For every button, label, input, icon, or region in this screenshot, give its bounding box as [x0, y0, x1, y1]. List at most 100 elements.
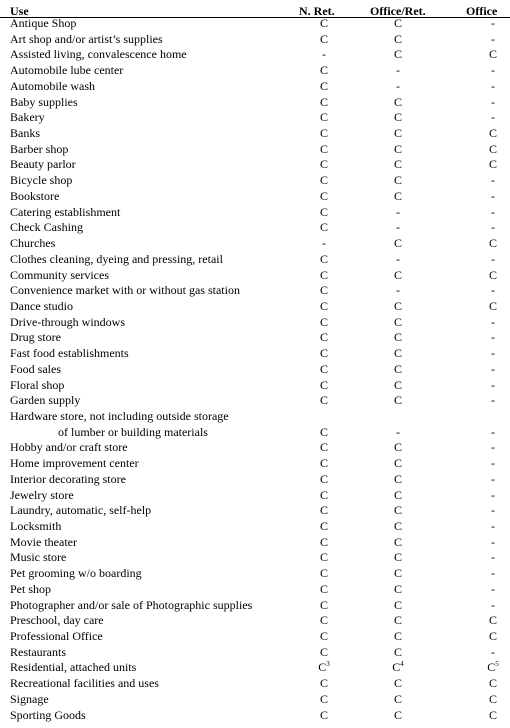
table-row: Recreational facilities and uses C C C [0, 676, 510, 692]
use-cell: Recreational facilities and uses [10, 676, 159, 691]
n-ret-cell: C [319, 346, 328, 361]
office-cell: - [491, 188, 495, 203]
table-row: Fast food establishments C C - [0, 346, 510, 362]
use-cell: Drug store [10, 330, 61, 345]
office-cell: - [491, 78, 495, 93]
n-ret-cell: C [319, 613, 328, 628]
n-ret-cell: C [319, 361, 328, 376]
table-row: Preschool, day care C C C [0, 613, 510, 629]
use-cell: Sporting Goods [10, 707, 86, 722]
office-cell: C [488, 47, 497, 62]
office-ret-cell: C [393, 644, 402, 659]
office-cell: - [491, 550, 495, 565]
office-ret-cell: C [393, 141, 402, 156]
office-cell: - [491, 204, 495, 219]
table-row: Hobby and/or craft store C C - [0, 440, 510, 456]
use-cell: Home improvement center [10, 456, 139, 471]
n-ret-cell: C [319, 471, 328, 486]
table-row: Locksmith C C - [0, 519, 510, 535]
n-ret-cell: C [319, 298, 328, 313]
office-cell: - [491, 377, 495, 392]
office-ret-cell: - [396, 78, 400, 93]
table-row: Automobile wash C - - [0, 79, 510, 95]
use-cell: Drive-through windows [10, 314, 125, 329]
use-cell: Beauty parlor [10, 157, 76, 172]
office-ret-cell: - [396, 251, 400, 266]
office-cell: C [488, 298, 497, 313]
office-cell: C [488, 141, 497, 156]
office-ret-cell: C [393, 613, 402, 628]
office-cell: - [491, 173, 495, 188]
table-row: Pet shop C C - [0, 582, 510, 598]
office-ret-cell: C [393, 157, 402, 172]
office-cell: - [491, 519, 495, 533]
table-row: Beauty parlor C C C [0, 157, 510, 173]
n-ret-cell: C [319, 63, 328, 78]
table-row: Art shop and/or artist’s supplies C C - [0, 32, 510, 48]
office-cell: - [491, 283, 495, 298]
office-cell: - [491, 94, 495, 109]
office-cell: - [491, 440, 495, 455]
table-row: Bicycle shop C C - [0, 173, 510, 189]
table-row: Garden supply C C - [0, 393, 510, 409]
n-ret-cell: C [319, 676, 328, 691]
use-cell: Professional Office [10, 629, 103, 644]
office-cell: - [491, 63, 495, 78]
use-cell: Music store [10, 550, 67, 565]
office-cell: C [488, 157, 497, 172]
n-ret-cell: C [319, 377, 328, 392]
n-ret-cell: C [319, 519, 328, 533]
n-ret-cell: C [319, 707, 328, 722]
table-row: Professional Office C C C [0, 629, 510, 645]
table-row: Bakery C C - [0, 110, 510, 126]
use-cell: Signage [10, 691, 49, 706]
office-cell: - [491, 220, 495, 235]
use-cell: of lumber or building materials [58, 424, 208, 439]
n-ret-cell: C [319, 550, 328, 565]
office-cell: - [491, 487, 495, 502]
office-cell: - [491, 16, 495, 30]
n-ret-cell: C [319, 644, 328, 659]
n-ret-cell: - [322, 236, 326, 251]
use-cell: Pet grooming w/o boarding [10, 566, 142, 581]
n-ret-cell: C [319, 267, 328, 282]
n-ret-cell: C [319, 220, 328, 235]
office-ret-cell: C [393, 597, 402, 612]
table-row: Clothes cleaning, dyeing and pressing, r… [0, 252, 510, 268]
table-row: Hardware store, not including outside st… [0, 409, 510, 425]
n-ret-cell: C [319, 393, 328, 408]
footnote-marker: 3 [326, 660, 330, 669]
office-cell: - [491, 503, 495, 518]
office-cell: C [488, 613, 497, 628]
office-ret-cell: C [393, 534, 402, 549]
office-ret-cell: - [396, 63, 400, 78]
use-cell: Baby supplies [10, 94, 78, 109]
table-row: Drug store C C - [0, 330, 510, 346]
office-cell: - [491, 566, 495, 581]
table-row: Interior decorating store C C - [0, 472, 510, 488]
office-ret-cell: C [393, 393, 402, 408]
n-ret-cell: C [319, 126, 328, 141]
table-row: Signage C C C [0, 692, 510, 708]
use-cell: Restaurants [10, 644, 66, 659]
use-cell: Locksmith [10, 519, 62, 533]
use-cell: Community services [10, 267, 109, 282]
office-cell: - [491, 534, 495, 549]
use-cell: Convenience market with or without gas s… [10, 283, 240, 298]
use-cell: Hobby and/or craft store [10, 440, 128, 455]
use-cell: Bookstore [10, 188, 60, 203]
use-cell: Automobile lube center [10, 63, 124, 78]
use-cell: Antique Shop [10, 16, 77, 30]
office-cell: C [488, 691, 497, 706]
office-cell: - [491, 471, 495, 486]
use-cell: Hardware store, not including outside st… [10, 408, 229, 423]
use-cell: Check Cashing [10, 220, 83, 235]
table-row: Restaurants C C - [0, 645, 510, 661]
table-row: Automobile lube center C - - [0, 63, 510, 79]
office-ret-cell: - [396, 283, 400, 298]
office-ret-cell: C [393, 550, 402, 565]
use-cell: Garden supply [10, 393, 81, 408]
use-cell: Catering establishment [10, 204, 121, 219]
office-ret-cell: C [393, 314, 402, 329]
n-ret-cell: C [319, 440, 328, 455]
